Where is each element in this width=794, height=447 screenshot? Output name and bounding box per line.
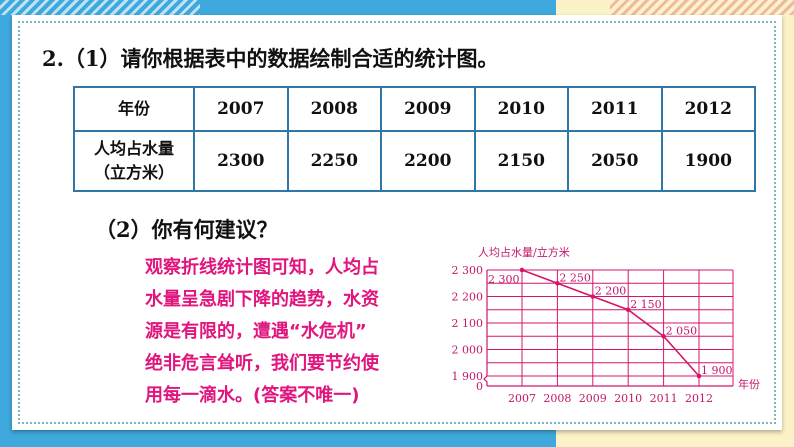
- y-tick-label: 2 300: [452, 264, 484, 277]
- x-tick-label: 2010: [614, 392, 642, 405]
- table-header-cell: 2007: [193, 86, 289, 132]
- data-point: [696, 373, 702, 379]
- data-label: 2 150: [630, 298, 662, 311]
- decor-stripes: [610, 0, 794, 15]
- data-table: 年份 2007 2008 2009 2010 2011 2012 人均占水量 （立…: [73, 86, 756, 192]
- decor-stripes: [0, 0, 200, 15]
- table-header-cell: 2010: [473, 86, 569, 132]
- data-point: [590, 294, 596, 299]
- table-header-cell: 2012: [660, 86, 756, 132]
- data-point: [555, 280, 560, 286]
- y-tick-label: 0: [476, 380, 483, 393]
- chart-title: 人均占水量/立方米: [478, 245, 570, 259]
- data-label: 2 050: [666, 324, 698, 337]
- data-point: [625, 307, 631, 313]
- table-cell: 2300: [193, 130, 289, 192]
- y-tick-label: 1 900: [452, 370, 484, 383]
- table-row: 人均占水量 （立方米） 2300 2250 2200 2150 2050 1900: [73, 130, 756, 192]
- data-point: [519, 267, 525, 273]
- table-header-cell: 2009: [380, 86, 476, 132]
- x-tick-label: 2008: [543, 392, 571, 405]
- table-cell: 1900: [660, 130, 756, 192]
- row-label: 人均占水量 （立方米）: [73, 130, 195, 192]
- data-label: 1 900: [701, 364, 733, 377]
- table-header-cell: 2011: [567, 86, 663, 132]
- x-tick-label: 2012: [685, 392, 713, 405]
- y-tick-label: 2 000: [452, 344, 484, 357]
- table-header-cell: 2008: [286, 86, 382, 132]
- data-label: 2 300: [488, 273, 520, 286]
- answer-text: 观察折线统计图可知，人均占 水量呈急剧下降的趋势，水资 源是有限的，遭遇“水危机” 绝…: [145, 257, 379, 406]
- table-cell: 2050: [567, 130, 663, 192]
- y-axis-break: [483, 270, 488, 386]
- table-header-cell: 年份: [73, 86, 195, 132]
- slide-card: [12, 15, 782, 430]
- data-line: [521, 269, 700, 377]
- y-tick-label: 2 200: [452, 291, 484, 304]
- table-header-row: 年份 2007 2008 2009 2010 2011 2012: [73, 86, 756, 132]
- y-tick-label: 2 100: [452, 317, 484, 330]
- data-label: 2 250: [559, 271, 591, 284]
- x-tick-label: 2011: [650, 392, 678, 405]
- x-tick-label: 2009: [579, 392, 607, 405]
- x-axis-label: 年份: [738, 377, 760, 391]
- table-cell: 2250: [286, 130, 382, 192]
- table-cell: 2200: [380, 130, 476, 192]
- question-part1: 2.（1）请你根据表中的数据绘制合适的统计图。: [42, 46, 499, 71]
- data-point: [661, 333, 666, 339]
- question-part2: （2）你有何建议？: [95, 217, 278, 242]
- data-label: 2 200: [595, 285, 627, 298]
- table-cell: 2150: [473, 130, 569, 192]
- x-tick-label: 2007: [508, 392, 536, 405]
